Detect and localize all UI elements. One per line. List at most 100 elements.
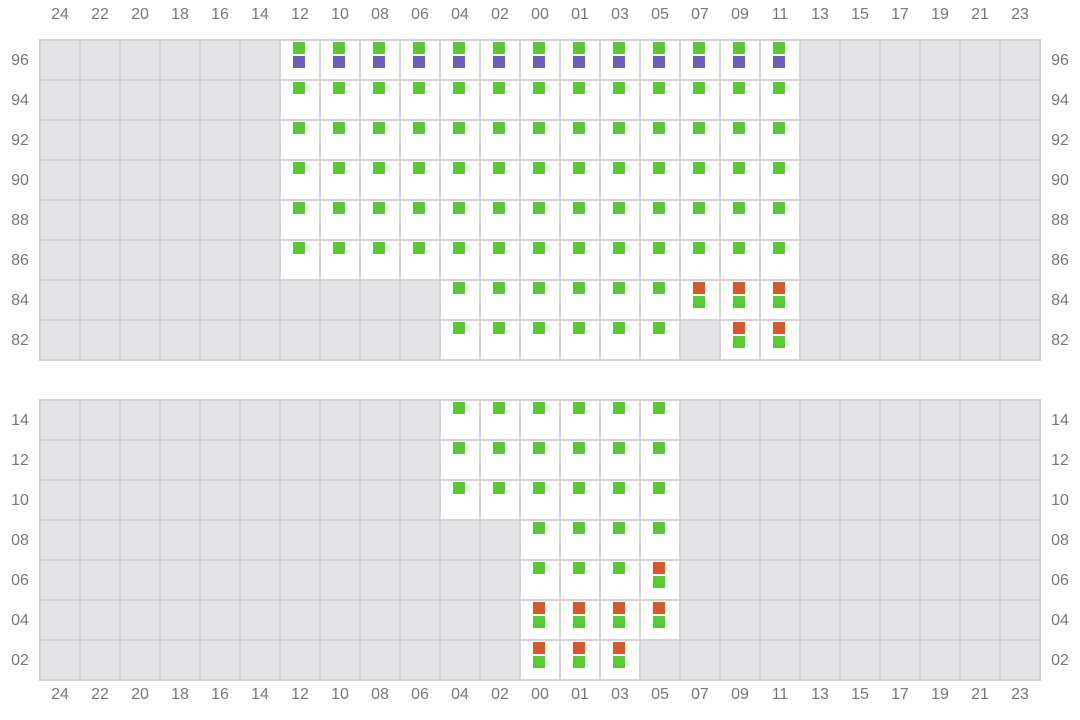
marker-green [453,82,465,94]
closed-cell [919,559,961,601]
closed-cell [999,519,1041,561]
closed-cell [999,39,1041,81]
closed-cell [799,279,841,321]
closed-cell [119,159,161,201]
closed-cell [159,639,201,681]
closed-cell [399,559,441,601]
marker-green [453,442,465,454]
row-label: 82 [11,332,29,349]
closed-cell [839,479,881,521]
closed-cell [439,599,481,641]
closed-cell [919,519,961,561]
marker-red [573,602,585,614]
closed-cell [199,639,241,681]
marker-green [293,42,305,54]
closed-cell [359,439,401,481]
closed-cell [999,639,1041,681]
marker-green [333,122,345,134]
closed-cell [79,519,121,561]
closed-cell [39,399,81,441]
closed-cell [839,279,881,321]
marker-green [373,122,385,134]
marker-green [573,242,585,254]
marker-red [613,642,625,654]
closed-cell [679,639,721,681]
marker-green [773,82,785,94]
closed-cell [319,479,361,521]
marker-green [613,242,625,254]
marker-purple [573,56,585,68]
closed-cell [919,79,961,121]
column-label: 19 [931,6,949,23]
marker-purple [533,56,545,68]
closed-cell [279,519,321,561]
closed-cell [239,599,281,641]
closed-cell [799,199,841,241]
closed-cell [79,399,121,441]
marker-green [333,42,345,54]
closed-cell [959,279,1001,321]
marker-green [653,402,665,414]
column-label: 02 [491,686,509,703]
closed-cell [319,319,361,361]
marker-green [533,202,545,214]
closed-cell [359,559,401,601]
row-label: 84 [11,292,29,309]
closed-cell [119,599,161,641]
closed-cell [159,279,201,321]
row-label: 10 [1051,492,1069,509]
closed-cell [279,559,321,601]
marker-green [453,322,465,334]
marker-green [493,162,505,174]
row-label: 86 [1051,252,1069,269]
closed-cell [799,559,841,601]
closed-cell [959,639,1001,681]
marker-green [653,322,665,334]
closed-cell [959,159,1001,201]
marker-green [733,336,745,348]
closed-cell [959,199,1001,241]
marker-green [573,122,585,134]
marker-green [693,122,705,134]
marker-red [653,602,665,614]
closed-cell [159,519,201,561]
closed-cell [759,479,801,521]
closed-cell [159,559,201,601]
marker-green [413,202,425,214]
closed-cell [79,319,121,361]
closed-cell [839,639,881,681]
open-cell [399,79,441,121]
marker-red [613,602,625,614]
closed-cell [119,559,161,601]
closed-cell [319,279,361,321]
column-label: 14 [251,6,269,23]
closed-cell [839,439,881,481]
closed-cell [759,639,801,681]
closed-cell [999,119,1041,161]
row-label: 14 [11,412,29,429]
closed-cell [719,519,761,561]
closed-cell [959,119,1001,161]
closed-cell [479,639,521,681]
closed-cell [79,39,121,81]
marker-green [373,82,385,94]
closed-cell [919,119,961,161]
marker-green [413,82,425,94]
marker-green [613,562,625,574]
marker-green [413,162,425,174]
marker-green [653,242,665,254]
column-label: 22 [91,686,109,703]
closed-cell [919,479,961,521]
closed-cell [79,159,121,201]
marker-green [293,202,305,214]
marker-green [613,656,625,668]
closed-cell [119,79,161,121]
closed-cell [999,79,1041,121]
column-label: 03 [611,686,629,703]
closed-cell [399,479,441,521]
closed-cell [879,399,921,441]
marker-green [453,162,465,174]
marker-purple [773,56,785,68]
row-label: 92 [11,132,29,149]
closed-cell [399,319,441,361]
